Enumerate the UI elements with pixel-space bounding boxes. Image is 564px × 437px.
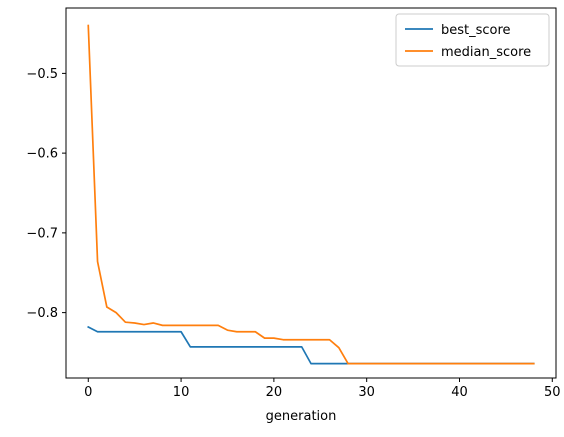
x-axis-title: generation	[266, 409, 337, 424]
legend: best_score median_score	[395, 13, 550, 67]
x-tick-label: 20	[266, 385, 283, 400]
legend-label-best-score: best_score	[441, 23, 511, 38]
y-tick-label: −0.7	[26, 226, 58, 241]
series-line-median-score	[87, 24, 535, 365]
y-tick-label: −0.5	[26, 67, 58, 82]
x-tick-label: 40	[451, 385, 468, 400]
y-axis-ticks: −0.5 −0.6 −0.7 −0.8	[26, 67, 66, 321]
x-tick-label: 0	[84, 385, 92, 400]
legend-label-median-score: median_score	[441, 45, 531, 60]
legend-box	[395, 13, 550, 67]
series-layer	[87, 24, 535, 365]
x-axis-ticks: 0 10 20 30 40 50	[84, 378, 561, 400]
y-tick-label: −0.6	[26, 147, 58, 162]
plot-area	[66, 8, 556, 378]
x-tick-label: 10	[173, 385, 190, 400]
x-tick-label: 50	[544, 385, 561, 400]
plot-frame	[65, 7, 557, 379]
y-tick-label: −0.8	[26, 306, 58, 321]
x-tick-label: 30	[358, 385, 375, 400]
